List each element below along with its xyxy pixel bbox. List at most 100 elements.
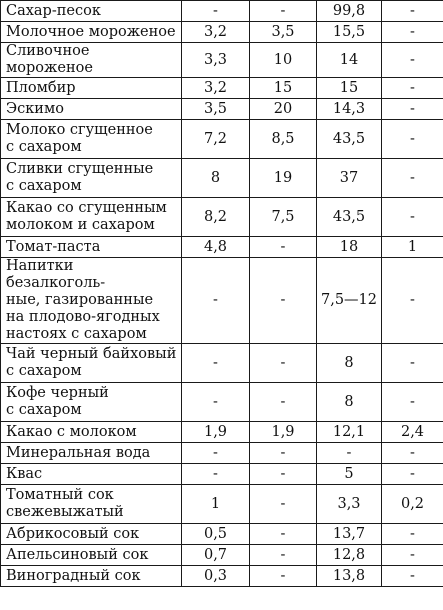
value-cell-col4: 1 (381, 236, 443, 258)
value-cell-col4: 2,4 (381, 421, 443, 443)
value-cell-col2: 1,9 (249, 421, 317, 443)
value-cell-col1: - (181, 257, 250, 344)
value-cell-col4: - (381, 544, 443, 566)
value-cell-col1: 8 (181, 158, 250, 198)
value-cell-col3: 7,5—12 (316, 257, 382, 344)
value-cell-col3: 14 (316, 42, 382, 78)
product-name-cell: Абрикосовый сок (0, 523, 182, 545)
value-cell-col3: 5 (316, 463, 382, 485)
product-name-cell: Пломбир (0, 77, 182, 99)
product-name-cell: Кофе черный с сахаром (0, 382, 182, 422)
value-cell-col2: - (249, 463, 317, 485)
value-cell-col4: - (381, 442, 443, 464)
product-name-cell: Напитки безалкоголь- ные, газированные н… (0, 257, 182, 344)
value-cell-col2: 15 (249, 77, 317, 99)
value-cell-col2: 8,5 (249, 119, 317, 159)
product-name-cell: Какао со сгущенным молоком и сахаром (0, 197, 182, 237)
product-name-cell: Минеральная вода (0, 442, 182, 464)
value-cell-col1: 0,5 (181, 523, 250, 545)
table-row: Томатный сок свежевыжатый 1-3,3 0,2 (0, 484, 443, 524)
value-cell-col4: - (381, 257, 443, 344)
value-cell-col3: 12,8 (316, 544, 382, 566)
value-cell-col3: 15,5 (316, 21, 382, 43)
value-cell-col4: - (381, 382, 443, 422)
table-row: Томат-паста 4,8-18 1 (0, 236, 443, 258)
value-cell-col1: 0,7 (181, 544, 250, 566)
value-cell-col1: 8,2 (181, 197, 250, 237)
table-row: Минеральная вода - - - - (0, 442, 443, 464)
value-cell-col3: 15 (316, 77, 382, 99)
table-row: Кофе черный с сахаром - -8- (0, 382, 443, 422)
value-cell-col4: - (381, 197, 443, 237)
value-cell-col1: - (181, 343, 250, 383)
table-row: Эскимо 3,5 20 14,3- (0, 98, 443, 120)
value-cell-col4: 0,2 (381, 484, 443, 524)
value-cell-col3: 37 (316, 158, 382, 198)
value-cell-col3: 43,5 (316, 197, 382, 237)
value-cell-col2: - (249, 382, 317, 422)
value-cell-col1: - (181, 382, 250, 422)
value-cell-col4: - (381, 119, 443, 159)
value-cell-col3: 12,1 (316, 421, 382, 443)
value-cell-col4: - (381, 158, 443, 198)
value-cell-col4: - (381, 21, 443, 43)
value-cell-col4: - (381, 77, 443, 99)
value-cell-col3: 13,8 (316, 565, 382, 587)
product-name-cell: Сливочное мороженое (0, 42, 182, 78)
product-name-cell: Молоко сгущенное с сахаром (0, 119, 182, 159)
nutrition-table: Сахар-песок - -99,8- Молочное мороженое 3,2 3… (0, 0, 443, 587)
value-cell-col3: 14,3 (316, 98, 382, 120)
table-row: Сливочное мороженое 3,3 10 14- (0, 42, 443, 78)
value-cell-col1: 1,9 (181, 421, 250, 443)
value-cell-col2: 20 (249, 98, 317, 120)
value-cell-col2: 3,5 (249, 21, 317, 43)
value-cell-col1: - (181, 442, 250, 464)
product-name-cell: Какао с молоком (0, 421, 182, 443)
table-row: Сливки сгущенные с сахаром 8 19 37- (0, 158, 443, 198)
value-cell-col4: - (381, 463, 443, 485)
value-cell-col1: 3,2 (181, 21, 250, 43)
value-cell-col2: 7,5 (249, 197, 317, 237)
table-body: Сахар-песок - -99,8- Молочное мороженое 3,2 3… (0, 0, 443, 587)
value-cell-col2: - (249, 257, 317, 344)
value-cell-col1: 7,2 (181, 119, 250, 159)
table-row: Напитки безалкоголь- ные, газированные н… (0, 257, 443, 344)
value-cell-col2: - (249, 0, 317, 22)
value-cell-col2: - (249, 442, 317, 464)
product-name-cell: Сливки сгущенные с сахаром (0, 158, 182, 198)
value-cell-col4: - (381, 565, 443, 587)
value-cell-col2: - (249, 523, 317, 545)
value-cell-col3: 13,7 (316, 523, 382, 545)
value-cell-col2: 19 (249, 158, 317, 198)
value-cell-col1: 0,3 (181, 565, 250, 587)
table-row: Апельсиновый сок 0,7-12,8- (0, 544, 443, 566)
product-name-cell: Томат-паста (0, 236, 182, 258)
value-cell-col2: - (249, 544, 317, 566)
table-row: Молоко сгущенное с сахаром 7,2 8,5 43,5- (0, 119, 443, 159)
product-name-cell: Эскимо (0, 98, 182, 120)
product-name-cell: Виноградный сок (0, 565, 182, 587)
value-cell-col2: 10 (249, 42, 317, 78)
table-row: Чай черный байховый с сахаром - -8- (0, 343, 443, 383)
table-row: Виноградный сок 0,3-13,8- (0, 565, 443, 587)
value-cell-col2: - (249, 565, 317, 587)
value-cell-col1: 3,3 (181, 42, 250, 78)
value-cell-col4: - (381, 98, 443, 120)
product-name-cell: Чай черный байховый с сахаром (0, 343, 182, 383)
table-row: Пломбир 3,2 15 15- (0, 77, 443, 99)
table-row: Молочное мороженое 3,2 3,5 15,5- (0, 21, 443, 43)
value-cell-col3: 18 (316, 236, 382, 258)
value-cell-col3: 43,5 (316, 119, 382, 159)
table-row: Абрикосовый сок 0,5-13,7- (0, 523, 443, 545)
value-cell-col1: 3,2 (181, 77, 250, 99)
table-row: Сахар-песок - -99,8- (0, 0, 443, 22)
value-cell-col1: - (181, 463, 250, 485)
value-cell-col1: 4,8 (181, 236, 250, 258)
value-cell-col3: 8 (316, 343, 382, 383)
table-row: Квас - -5- (0, 463, 443, 485)
product-name-cell: Молочное мороженое (0, 21, 182, 43)
value-cell-col4: - (381, 42, 443, 78)
value-cell-col3: - (316, 442, 382, 464)
value-cell-col1: 1 (181, 484, 250, 524)
value-cell-col2: - (249, 236, 317, 258)
